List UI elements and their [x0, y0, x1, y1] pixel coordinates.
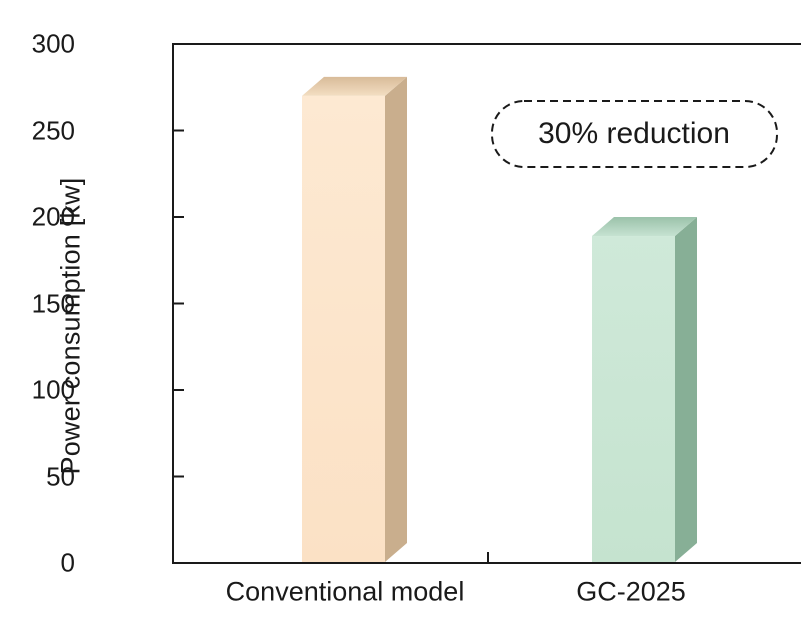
- y-tick-label-300: 300: [31, 28, 75, 59]
- y-tick-label-0: 0: [60, 547, 75, 578]
- x-category-label-gc2025: GC-2025: [576, 576, 686, 607]
- y-tick-label-150: 150: [31, 288, 75, 319]
- y-tick-label-200: 200: [31, 201, 75, 232]
- y-tick-label-250: 250: [31, 115, 75, 146]
- x-category-label-conventional: Conventional model: [225, 576, 465, 607]
- power-consumption-chart: Power consumption [kw] 0 50 100 150 200 …: [32, 16, 801, 607]
- y-tick-label-100: 100: [31, 374, 75, 405]
- chart-canvas: [172, 43, 801, 564]
- y-tick-label-50: 50: [46, 461, 75, 492]
- reduction-annotation: 30% reduction: [538, 117, 730, 150]
